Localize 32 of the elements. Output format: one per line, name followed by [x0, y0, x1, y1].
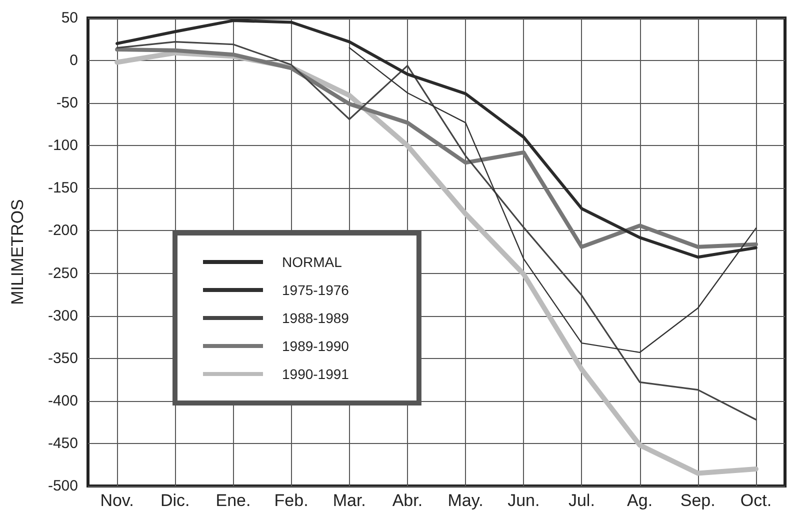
- x-tick-label: Jul.: [568, 491, 595, 510]
- x-tick-label: Jun.: [508, 491, 540, 510]
- y-tick-label: -300: [48, 307, 78, 324]
- x-tick-label: May.: [448, 491, 484, 510]
- legend-label: 1975-1976: [282, 282, 350, 298]
- x-tick-label: Abr.: [392, 491, 423, 510]
- y-tick-label: -250: [48, 264, 78, 282]
- legend-label: 1989-1990: [282, 338, 350, 354]
- y-tick-label: 0: [70, 52, 78, 70]
- line-series: [116, 41, 757, 420]
- y-tick-label: -350: [48, 350, 78, 367]
- y-tick-label: 50: [61, 10, 78, 26]
- x-tick-label: Sep.: [680, 491, 716, 510]
- y-tick-label: -150: [48, 180, 78, 197]
- y-tick-label: -450: [48, 434, 78, 452]
- line-series: [115, 47, 758, 249]
- y-tick-label: -200: [48, 222, 78, 240]
- y-tick-label: -100: [48, 137, 78, 154]
- y-tick-label: -400: [48, 392, 78, 410]
- x-tick-label: Nov.: [100, 491, 134, 510]
- legend-label: 1988-1989: [282, 310, 350, 326]
- legend-label: 1990-1991: [282, 366, 350, 382]
- x-tick-label: Ene.: [216, 491, 251, 510]
- x-tick-label: Mar.: [332, 491, 366, 510]
- y-tick-label: -500: [48, 478, 78, 494]
- x-tick-label: Ag.: [627, 491, 653, 510]
- legend-label: NORMAL: [282, 254, 342, 270]
- x-tick-label: Oct.: [740, 491, 772, 510]
- y-axis-title: MILIMETROS: [8, 199, 27, 305]
- x-tick-label: Feb.: [274, 491, 308, 510]
- x-tick-label: Dic.: [160, 491, 190, 510]
- y-tick-label: -50: [56, 94, 78, 112]
